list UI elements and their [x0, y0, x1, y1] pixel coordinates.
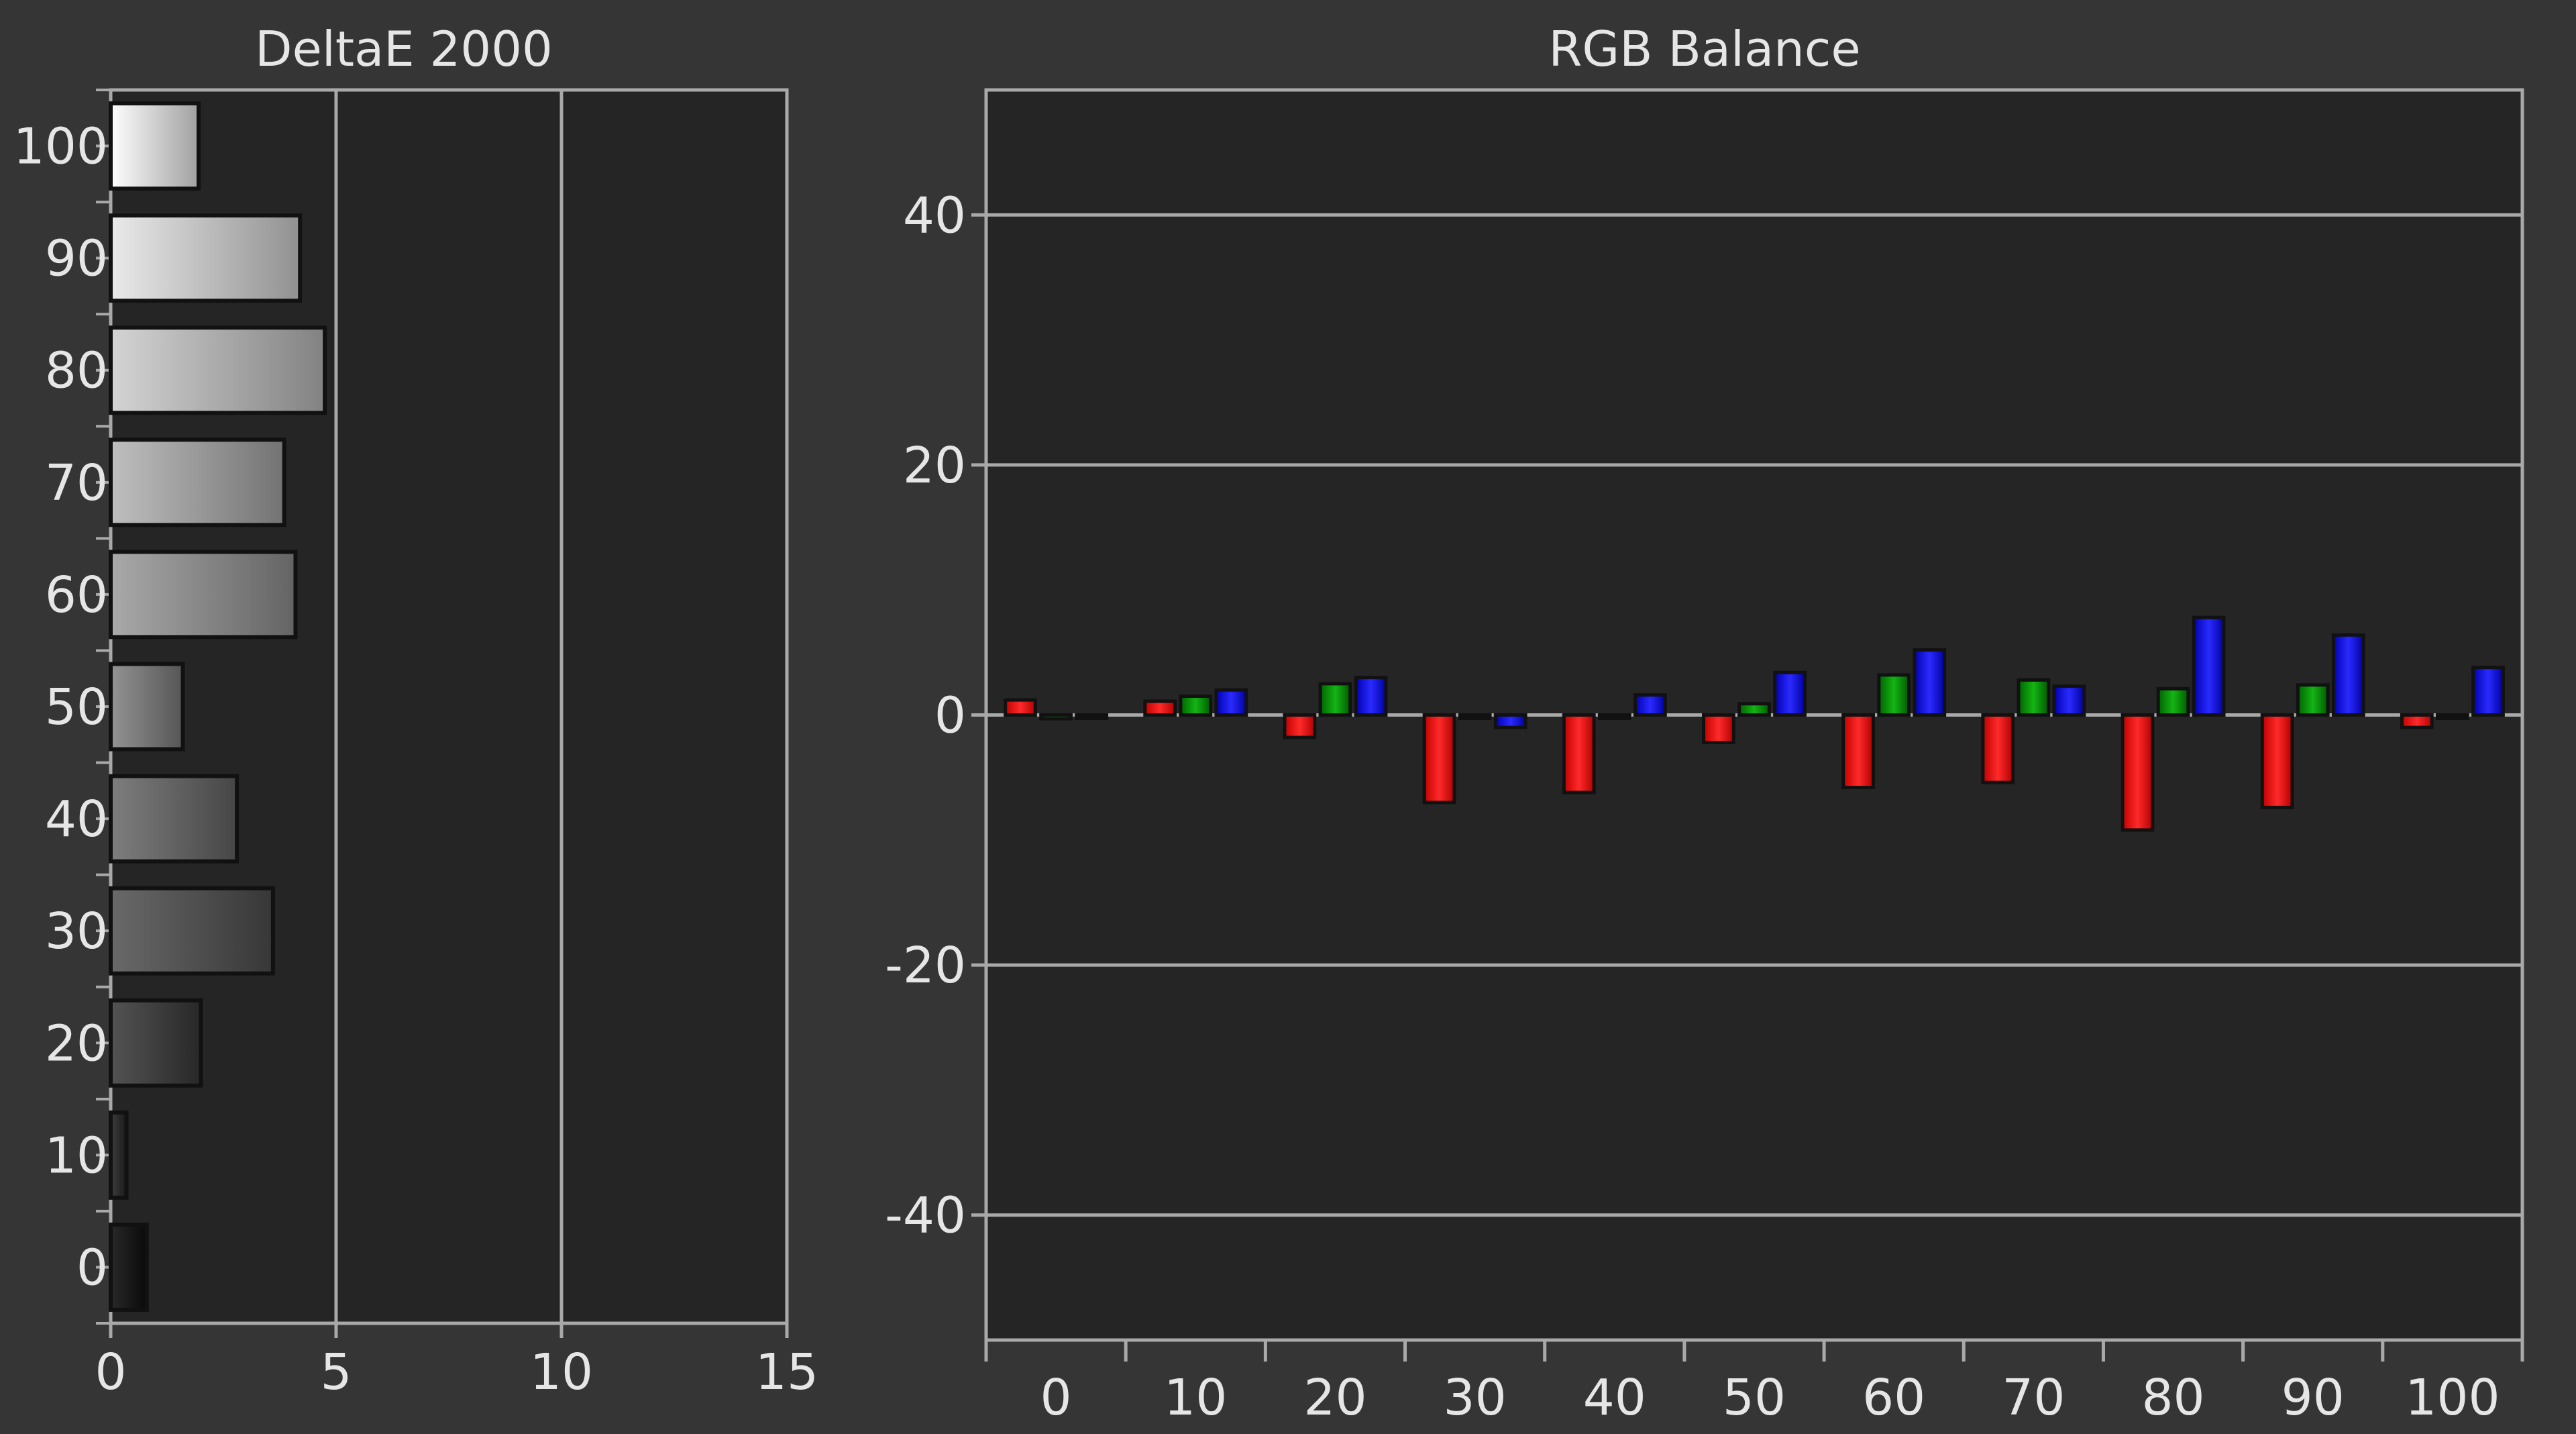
rgb-x-tick-label: 60 [1862, 1369, 1925, 1427]
deltae-y-tick-label: 30 [45, 903, 108, 960]
rgb-bar [2260, 713, 2294, 809]
rgb-x-tick-label: 10 [1164, 1369, 1227, 1427]
rgb-bar [1283, 713, 1317, 739]
rgb-bar [1039, 713, 1073, 721]
rgb-bar [1493, 713, 1527, 729]
rgb-bar [2331, 633, 2365, 717]
rgb-bar [2400, 713, 2434, 729]
rgb-bar [1877, 673, 1911, 717]
deltae-bar [109, 998, 203, 1088]
deltae-y-tick-label: 90 [45, 230, 108, 288]
deltae-bar [109, 438, 286, 527]
deltae-bar [109, 1110, 129, 1200]
rgb-bar [2052, 684, 2086, 717]
rgb-x-tick-label: 40 [1583, 1369, 1646, 1427]
deltae-bar [109, 1222, 149, 1312]
deltae-x-tick-label: 5 [320, 1343, 352, 1401]
deltae-bars [109, 101, 327, 1312]
rgb-bar [2436, 713, 2469, 720]
deltae-y-tick-label: 20 [45, 1015, 108, 1072]
rgb-bars [1004, 615, 2505, 832]
rgb-bar [1004, 698, 1037, 717]
deltae-y-tick-label: 50 [45, 678, 108, 736]
deltae-bar [109, 550, 298, 639]
rgb-bar [2192, 615, 2226, 717]
deltae-panel: DeltaE 2000 0 10 20 30 40 50 60 70 80 90 100 0 5 10 1… [13, 21, 818, 1401]
rgb-bar [2156, 686, 2190, 717]
rgb-y-tick-label: 40 [903, 187, 966, 244]
rgb-x-tick-label: 30 [1444, 1369, 1507, 1427]
rgb-bar [1913, 648, 1947, 717]
deltae-y-tick-label: 80 [45, 342, 108, 400]
rgb-bar [2017, 678, 2051, 717]
rgb-bar [2471, 666, 2505, 717]
rgb-x-tick-label: 50 [1723, 1369, 1786, 1427]
deltae-y-tick-label: 70 [45, 454, 108, 512]
deltae-bar [109, 886, 275, 976]
deltae-y-tick-label: 100 [13, 118, 108, 176]
rgb-bar [1841, 713, 1875, 790]
rgb-bar [1075, 713, 1109, 720]
deltae-title: DeltaE 2000 [255, 21, 553, 77]
deltae-y-tick-label: 10 [45, 1127, 108, 1184]
deltae-y-tick-label: 0 [76, 1239, 108, 1296]
deltae-x-ticks: 0 5 10 15 [95, 1323, 818, 1401]
rgb-bar [1633, 693, 1667, 717]
rgb-bar [1737, 702, 1771, 717]
deltae-y-tick-label: 40 [45, 790, 108, 848]
deltae-x-tick-label: 10 [530, 1343, 593, 1401]
rgb-x-ticks: 0 10 20 30 40 50 60 70 80 90 100 [984, 1340, 2524, 1427]
rgb-x-tick-label: 70 [2002, 1369, 2065, 1427]
rgb-bar [1318, 682, 1352, 717]
rgb-bar [1179, 695, 1213, 717]
rgb-x-tick-label: 80 [2141, 1369, 2204, 1427]
rgb-balance-panel: RGB Balance 40 20 0 -20 -40 0 10 20 30 40 50 60 70 8… [885, 21, 2524, 1427]
rgb-x-tick-label: 20 [1303, 1369, 1366, 1427]
rgb-bar [1354, 676, 1388, 717]
deltae-gridlines [334, 90, 564, 1323]
rgb-bar [1981, 713, 2015, 784]
deltae-bar [109, 213, 303, 303]
deltae-x-tick-label: 0 [95, 1343, 126, 1401]
rgb-y-tick-label: 20 [903, 437, 966, 495]
deltae-x-tick-label: 15 [755, 1343, 818, 1401]
rgb-x-tick-label: 100 [2405, 1369, 2500, 1427]
rgb-bar [1458, 713, 1492, 720]
rgb-bar [1562, 713, 1596, 795]
rgb-bar [1422, 713, 1456, 805]
rgb-bar [1773, 670, 1807, 717]
rgb-x-tick-label: 90 [2282, 1369, 2345, 1427]
rgb-y-tick-label: -40 [885, 1187, 966, 1245]
rgb-bar [1702, 713, 1735, 744]
deltae-y-ticks: 0 10 20 30 40 50 60 70 80 90 100 [13, 89, 111, 1325]
deltae-bar [109, 325, 327, 415]
deltae-bar [109, 662, 185, 752]
rgb-bar [2121, 713, 2155, 832]
rgb-bar [2296, 683, 2330, 717]
rgb-x-tick-label: 0 [1040, 1369, 1072, 1427]
rgb-title: RGB Balance [1548, 21, 1860, 77]
deltae-y-tick-label: 60 [45, 566, 108, 624]
rgb-bar [1214, 688, 1248, 717]
rgb-y-tick-label: 0 [934, 687, 966, 745]
deltae-bar [109, 101, 201, 191]
rgb-bar [1143, 699, 1177, 717]
rgb-y-tick-label: -20 [885, 937, 966, 994]
rgb-bar [1597, 713, 1631, 720]
deltae-bar [109, 774, 239, 864]
